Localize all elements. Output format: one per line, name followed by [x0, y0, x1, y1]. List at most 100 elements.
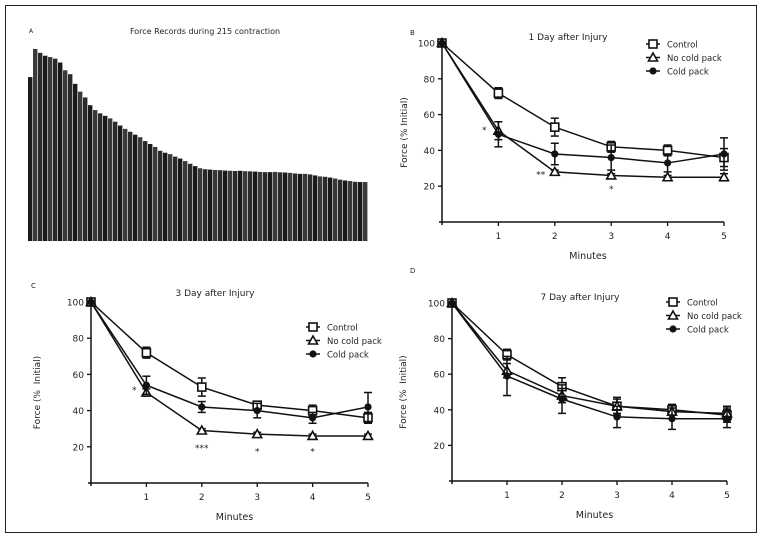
filled-circle-marker [723, 415, 731, 423]
y-axis-label: Force (% Initial) [399, 355, 409, 428]
force-bar [33, 48, 38, 241]
force-bar [168, 154, 173, 241]
series-no-cold-pack [85, 295, 374, 441]
force-bar [53, 58, 58, 241]
force-bar [78, 91, 83, 242]
open-triangle-marker [667, 309, 679, 320]
y-axis-label: Force (% Initial) [33, 356, 43, 429]
series-line [441, 42, 725, 164]
open-square-marker [668, 297, 678, 307]
series-line [441, 42, 724, 178]
force-bar [248, 171, 253, 241]
force-bar [108, 118, 113, 241]
y-tick-label: 60 [424, 111, 436, 121]
significance-marker: * [310, 447, 315, 457]
x-tick-label: 5 [365, 493, 371, 503]
legend-item: Control [646, 39, 698, 51]
open-triangle-marker [251, 427, 264, 439]
filled-circle-marker [503, 372, 511, 380]
y-tick-label: 100 [418, 40, 435, 50]
panel-b: B 1 Day after Injury 20 40 60 80 100 1 2 3 4 5 Minut… [400, 29, 730, 262]
legend-label: Cold pack [327, 351, 369, 361]
force-bar [103, 115, 108, 241]
force-bar [203, 169, 208, 241]
force-bar [163, 152, 168, 241]
filled-circle-marker [664, 159, 672, 167]
x-tick-label: 5 [724, 491, 730, 501]
force-bar [253, 171, 258, 241]
x-tick-label: 2 [552, 232, 558, 242]
series-line [90, 301, 369, 419]
y-tick-label: 40 [424, 147, 436, 157]
force-bar [228, 170, 233, 241]
figure-frame [5, 5, 757, 533]
filled-circle-marker [494, 130, 502, 138]
x-tick-label: 4 [669, 491, 675, 501]
force-bar [138, 137, 143, 241]
open-square-marker [308, 322, 318, 332]
x-tick-label: 1 [504, 491, 510, 501]
x-tick-label: 1 [144, 493, 150, 503]
y-tick-label: 100 [428, 300, 445, 310]
x-tick-label: 5 [721, 232, 727, 242]
force-bar [328, 177, 333, 241]
force-bar [43, 55, 48, 242]
legend-label: Control [687, 299, 718, 309]
legend-item: Control [666, 297, 718, 309]
open-triangle-marker [718, 171, 730, 182]
x-tick-label: 1 [496, 232, 502, 242]
series-cold-pack [448, 299, 731, 431]
force-bar [348, 181, 353, 241]
filled-circle-marker [142, 381, 150, 389]
force-bar [158, 150, 163, 241]
force-bar [88, 105, 93, 241]
force-bar [218, 170, 223, 241]
force-bar [268, 172, 273, 241]
force-bar [313, 175, 318, 241]
force-bar [363, 182, 368, 241]
open-triangle-marker [362, 429, 374, 441]
open-triangle-marker [195, 424, 208, 435]
x-tick-label: 4 [665, 232, 671, 242]
filled-circle-marker [364, 403, 372, 411]
force-bar [188, 163, 193, 241]
force-bar [213, 169, 218, 241]
force-bar [128, 131, 133, 241]
x-axis-label: Minutes [569, 251, 606, 262]
series-line [451, 302, 728, 416]
y-tick-label: 80 [434, 335, 446, 345]
force-bar [358, 182, 363, 241]
open-square-marker [493, 88, 504, 98]
significance-marker: ** [536, 171, 546, 181]
filled-circle-marker [669, 325, 677, 333]
legend-label: No cold pack [667, 54, 722, 64]
force-bar [118, 125, 123, 241]
force-bar [333, 178, 338, 241]
panel-label-a: A [29, 28, 34, 35]
significance-marker: * [609, 185, 614, 195]
force-bar [353, 181, 358, 241]
force-bar [303, 173, 308, 241]
series-line [90, 301, 368, 437]
force-bar [318, 176, 323, 241]
legend-label: No cold pack [327, 337, 382, 347]
filled-circle-marker [309, 350, 317, 358]
panel-label-b: B [410, 29, 415, 37]
filled-circle-marker [551, 150, 559, 158]
filled-circle-marker [253, 407, 261, 415]
x-tick-label: 2 [559, 491, 565, 501]
legend-item: No cold pack [646, 51, 722, 64]
panel-a: A Force Records during 215 contraction [28, 27, 368, 242]
x-tick-label: 3 [608, 232, 614, 242]
chart-title: 3 Day after Injury [176, 289, 256, 299]
force-bar [28, 77, 33, 241]
force-bar [223, 170, 228, 241]
y-tick-label: 100 [67, 299, 84, 309]
panel-label-d: D [410, 267, 415, 275]
filled-circle-marker [649, 67, 657, 75]
force-bar [323, 176, 328, 241]
x-tick-label: 2 [199, 493, 205, 503]
filled-circle-marker [309, 414, 317, 422]
legend-label: No cold pack [687, 312, 742, 322]
force-bar [113, 121, 118, 241]
